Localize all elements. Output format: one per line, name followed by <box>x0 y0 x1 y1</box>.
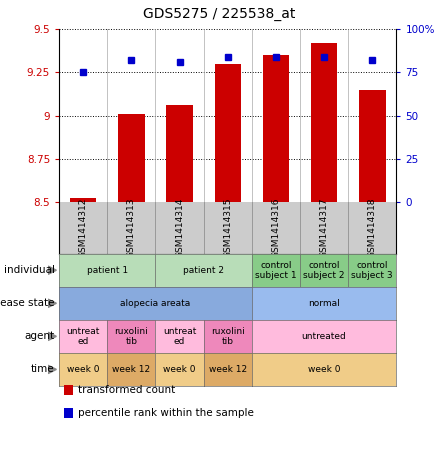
Text: patient 1: patient 1 <box>87 266 128 275</box>
Text: week 0: week 0 <box>67 365 99 374</box>
Text: transformed count: transformed count <box>78 385 175 395</box>
Text: GSM1414312: GSM1414312 <box>79 198 88 258</box>
Text: GSM1414316: GSM1414316 <box>272 198 280 258</box>
Text: control
subject 2: control subject 2 <box>304 260 345 280</box>
Bar <box>263 55 289 202</box>
Bar <box>70 198 96 202</box>
Text: alopecia areata: alopecia areata <box>120 299 191 308</box>
Text: disease state: disease state <box>0 298 55 308</box>
Text: GSM1414315: GSM1414315 <box>223 198 232 258</box>
Bar <box>311 43 337 202</box>
Polygon shape <box>48 266 57 275</box>
Text: patient 2: patient 2 <box>183 266 224 275</box>
Text: untreat
ed: untreat ed <box>163 327 196 346</box>
Polygon shape <box>48 299 57 308</box>
Text: ruxolini
tib: ruxolini tib <box>211 327 245 346</box>
Text: control
subject 3: control subject 3 <box>351 260 393 280</box>
Text: GSM1414313: GSM1414313 <box>127 198 136 258</box>
Text: percentile rank within the sample: percentile rank within the sample <box>78 408 254 418</box>
Text: untreat
ed: untreat ed <box>67 327 100 346</box>
Polygon shape <box>48 365 57 374</box>
Text: control
subject 1: control subject 1 <box>255 260 297 280</box>
Bar <box>166 105 193 202</box>
Text: GDS5275 / 225538_at: GDS5275 / 225538_at <box>143 7 295 21</box>
Text: agent: agent <box>25 331 55 342</box>
Text: ruxolini
tib: ruxolini tib <box>114 327 148 346</box>
Text: week 0: week 0 <box>308 365 340 374</box>
Text: untreated: untreated <box>302 332 346 341</box>
Text: time: time <box>31 364 55 375</box>
Text: individual: individual <box>4 265 55 275</box>
Text: week 12: week 12 <box>112 365 151 374</box>
Text: week 0: week 0 <box>163 365 196 374</box>
Text: GSM1414318: GSM1414318 <box>368 198 377 258</box>
Polygon shape <box>48 332 57 341</box>
Text: week 12: week 12 <box>208 365 247 374</box>
Text: GSM1414314: GSM1414314 <box>175 198 184 258</box>
Bar <box>118 114 145 202</box>
Bar <box>215 64 241 202</box>
Bar <box>359 90 385 202</box>
Text: GSM1414317: GSM1414317 <box>320 198 328 258</box>
Text: normal: normal <box>308 299 340 308</box>
